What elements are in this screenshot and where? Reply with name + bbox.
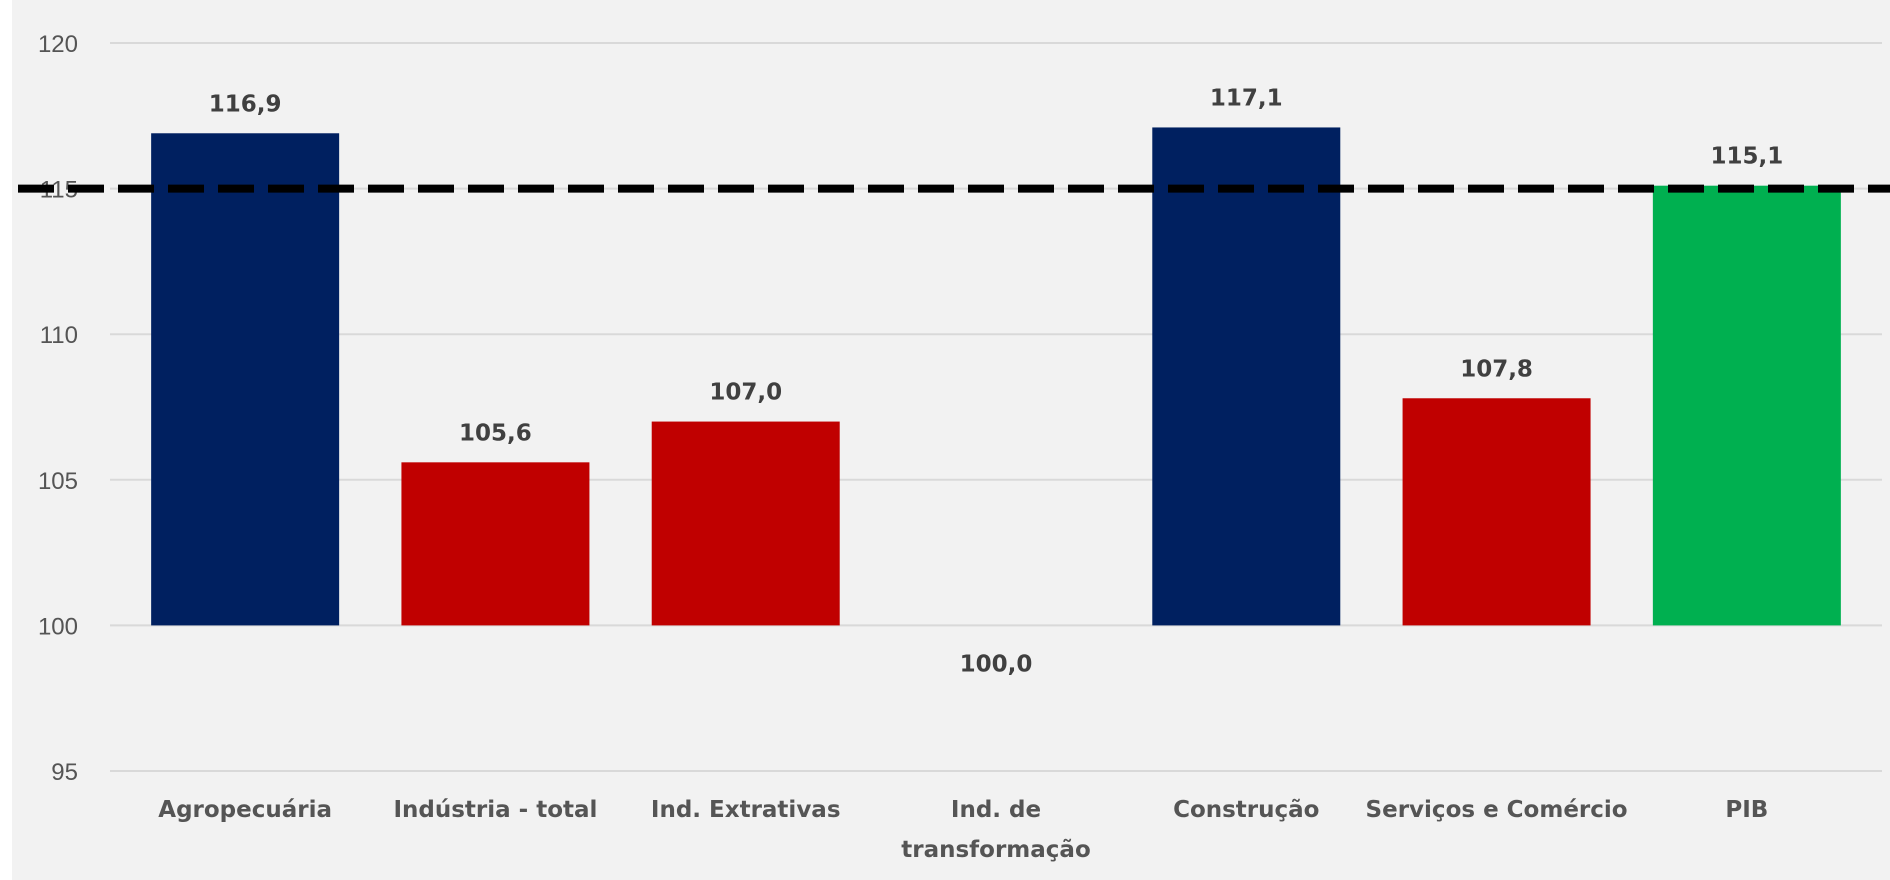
y-tick-label: 110 (40, 322, 78, 349)
bar (151, 133, 340, 626)
y-tick-label: 100 (38, 613, 78, 640)
category-label: Indústria - total (393, 797, 597, 823)
category-label: Ind. de (951, 797, 1041, 823)
category-label: Ind. Extrativas (651, 797, 841, 823)
data-label: 117,1 (1210, 85, 1283, 111)
category-label: Construção (1173, 797, 1319, 823)
data-label: 107,8 (1460, 356, 1533, 382)
bar (1652, 185, 1841, 626)
y-tick-label: 120 (38, 31, 78, 58)
data-label: 116,9 (209, 91, 282, 117)
category-label: transformação (901, 837, 1091, 863)
data-label: 107,0 (709, 380, 782, 406)
data-label: 100,0 (960, 651, 1033, 677)
data-labels: 116,9 105,6 107,0 100,0 117,1 107,8 115,1 (209, 85, 1783, 677)
bar (651, 421, 840, 626)
y-tick-label: 105 (38, 468, 78, 495)
bar (401, 462, 590, 626)
bar (1402, 398, 1591, 626)
category-label: Serviços e Comércio (1366, 797, 1628, 823)
data-label: 115,1 (1710, 144, 1783, 170)
x-axis-labels: Agropecuária Indústria - total Ind. Extrat… (158, 797, 1768, 863)
category-label: Agropecuária (158, 797, 332, 823)
data-label: 105,6 (459, 420, 532, 446)
y-tick-label: 95 (51, 759, 78, 786)
bars (151, 127, 1841, 626)
bar (1152, 127, 1341, 626)
category-label: PIB (1725, 797, 1768, 823)
